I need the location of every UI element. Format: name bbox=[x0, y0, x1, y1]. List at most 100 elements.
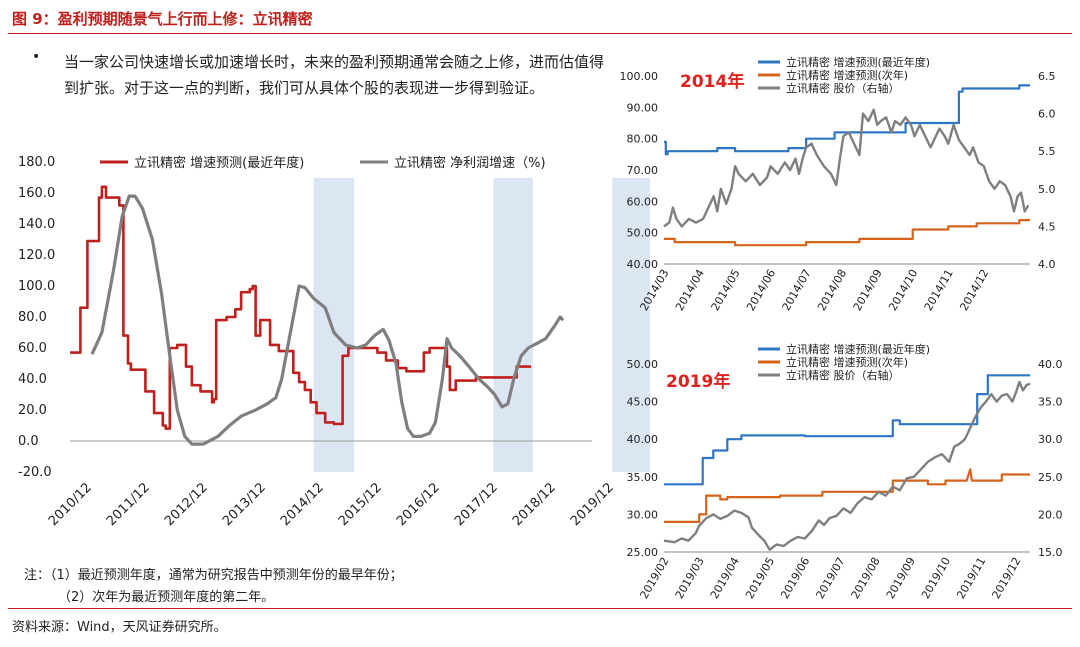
note-line-1: （1）最近预测年度，通常为研究报告中预测年份的最早年份； bbox=[50, 568, 403, 583]
chart-year-label: 2019年 bbox=[666, 371, 730, 392]
x-tick-label: 2014/08 bbox=[815, 267, 849, 313]
y-tick-label: 180.0 bbox=[18, 155, 55, 170]
x-tick-label: 2019/12 bbox=[568, 480, 617, 529]
series-line-gray bbox=[90, 194, 565, 446]
y-left-tick-label: 60.00 bbox=[627, 195, 659, 208]
series-line-blue bbox=[664, 374, 1030, 486]
x-tick-label: 2014/12 bbox=[957, 267, 991, 313]
y-tick-label: 160.0 bbox=[18, 186, 55, 201]
x-tick-label: 2014/07 bbox=[780, 267, 814, 313]
y-left-tick-label: 45.00 bbox=[627, 396, 659, 409]
x-tick-label: 2012/12 bbox=[162, 480, 211, 529]
legend-label: 立讯精密 增速预测(次年) bbox=[786, 355, 908, 369]
x-tick-label: 2014/06 bbox=[744, 267, 778, 313]
notes: 注：（1）最近预测年度，通常为研究报告中预测年份的最早年份； （2）次年为最近预… bbox=[24, 565, 403, 609]
x-tick-label: 2014/10 bbox=[886, 267, 920, 313]
chart-2014: 100.00 90.00 80.00 70.00 60.00 50.00 40.00 6.5 6… bbox=[620, 55, 1056, 313]
x-tick-label: 2014/05 bbox=[709, 267, 743, 313]
legend-label: 立讯精密 增速预测(次年) bbox=[786, 68, 908, 82]
y-right-tick-label: 25.0 bbox=[1038, 471, 1063, 484]
y-left-tick-label: 25.00 bbox=[627, 546, 659, 559]
x-tick-label: 2019/02 bbox=[637, 555, 671, 601]
x-tick-label: 2011/12 bbox=[104, 480, 153, 529]
x-tick-label: 2019/07 bbox=[813, 555, 847, 601]
notes-label: 注： bbox=[24, 568, 51, 583]
legend-label: 立讯精密 增速预测(最近年度) bbox=[786, 342, 930, 356]
y-tick-label: 20.0 bbox=[18, 403, 47, 418]
y-right-tick-label: 40.0 bbox=[1038, 358, 1063, 371]
x-tick-label: 2013/12 bbox=[220, 480, 269, 529]
x-tick-label: 2019/08 bbox=[849, 555, 883, 601]
shaded-band-0 bbox=[313, 178, 355, 472]
legend-label: 立讯精密 净利润增速（%) bbox=[394, 155, 546, 171]
y-right-tick-label: 35.0 bbox=[1038, 396, 1063, 409]
x-tick-label: 2017/12 bbox=[452, 480, 501, 529]
y-tick-label: 60.0 bbox=[18, 341, 47, 356]
x-tick-label: 2019/11 bbox=[954, 555, 988, 601]
bullet-text: 当一家公司快速增长或加速增长时，未来的盈利预期通常会随之上修，进而估值得到扩张。… bbox=[64, 53, 605, 97]
legend-label: 立讯精密 增速预测(最近年度) bbox=[786, 55, 930, 69]
series-line-red bbox=[70, 185, 532, 430]
source-note: 资料来源：Wind，天风证券研究所。 bbox=[12, 620, 227, 635]
y-left-tick-label: 40.00 bbox=[627, 433, 659, 446]
x-tick-label: 2019/10 bbox=[919, 555, 953, 601]
x-tick-label: 2019/12 bbox=[989, 555, 1023, 601]
y-tick-label: 120.0 bbox=[18, 248, 55, 263]
y-tick-label: 140.0 bbox=[18, 217, 55, 232]
y-left-tick-label: 30.00 bbox=[627, 508, 659, 521]
x-tick-label: 2019/06 bbox=[778, 555, 812, 601]
y-left-tick-label: 35.00 bbox=[627, 471, 659, 484]
x-tick-label: 2019/09 bbox=[884, 555, 918, 601]
x-tick-label: 2019/05 bbox=[743, 555, 777, 601]
y-left-tick-label: 50.00 bbox=[627, 227, 659, 240]
x-tick-label: 2018/12 bbox=[510, 480, 559, 529]
legend-label: 立讯精密 股价（右轴） bbox=[786, 368, 900, 382]
y-right-tick-label: 4.5 bbox=[1038, 220, 1056, 233]
chart-2019: 50.00 45.00 40.00 35.00 30.00 25.00 40.0 35.0 30… bbox=[627, 342, 1063, 601]
series-line-gray bbox=[663, 108, 1030, 228]
series-line-orange bbox=[664, 219, 1030, 247]
series-line-gray bbox=[663, 380, 1031, 551]
y-left-tick-label: 100.00 bbox=[620, 70, 659, 83]
x-tick-label: 2014/11 bbox=[922, 267, 956, 313]
x-tick-label: 2016/12 bbox=[394, 480, 443, 529]
y-left-tick-label: 90.00 bbox=[627, 101, 659, 114]
y-right-tick-label: 6.0 bbox=[1038, 108, 1056, 121]
legend-label: 立讯精密 股价（右轴） bbox=[786, 81, 900, 95]
y-left-tick-label: 70.00 bbox=[627, 164, 659, 177]
y-tick-label: 40.0 bbox=[18, 372, 47, 387]
note-line-2: （2）次年为最近预测年度的第二年。 bbox=[58, 590, 275, 605]
footer-divider bbox=[8, 608, 1072, 609]
y-right-tick-label: 6.5 bbox=[1038, 70, 1056, 83]
y-left-tick-label: 80.00 bbox=[627, 133, 659, 146]
shaded-band-1 bbox=[493, 178, 533, 472]
y-left-tick-label: 50.00 bbox=[627, 358, 659, 371]
main-chart: 180.0 160.0 140.0 120.0 100.0 80.0 60.0 40.0 20.… bbox=[18, 155, 650, 529]
y-tick-label: -20.0 bbox=[18, 465, 52, 480]
bullet-icon: • bbox=[32, 49, 41, 65]
shaded-band-2 bbox=[612, 178, 650, 472]
y-right-tick-label: 30.0 bbox=[1038, 433, 1063, 446]
x-tick-label: 2015/12 bbox=[336, 480, 385, 529]
series-line-blue bbox=[664, 84, 1030, 156]
figure-header: 图 9：盈利预期随景气上行而上修：立讯精密 bbox=[0, 0, 1080, 34]
x-tick-label: 2014/09 bbox=[851, 267, 885, 313]
x-tick-label: 2014/04 bbox=[673, 267, 707, 313]
y-right-tick-label: 20.0 bbox=[1038, 508, 1063, 521]
legend-label: 立讯精密 增速预测(最近年度) bbox=[134, 155, 304, 171]
x-tick-label: 2019/04 bbox=[708, 555, 742, 601]
x-tick-label: 2019/03 bbox=[673, 555, 707, 601]
y-right-tick-label: 5.0 bbox=[1038, 183, 1056, 196]
y-right-tick-label: 5.5 bbox=[1038, 145, 1056, 158]
series-line-orange bbox=[664, 468, 1030, 524]
y-tick-label: 100.0 bbox=[18, 279, 55, 294]
x-tick-label: 2014/12 bbox=[278, 480, 327, 529]
y-tick-label: 80.0 bbox=[18, 310, 47, 325]
y-right-tick-label: 15.0 bbox=[1038, 546, 1063, 559]
y-left-tick-label: 40.00 bbox=[627, 258, 659, 271]
x-tick-label: 2010/12 bbox=[46, 480, 95, 529]
chart-year-label: 2014年 bbox=[680, 71, 744, 92]
header-divider bbox=[8, 33, 1072, 34]
y-tick-label: 0.0 bbox=[18, 434, 39, 449]
